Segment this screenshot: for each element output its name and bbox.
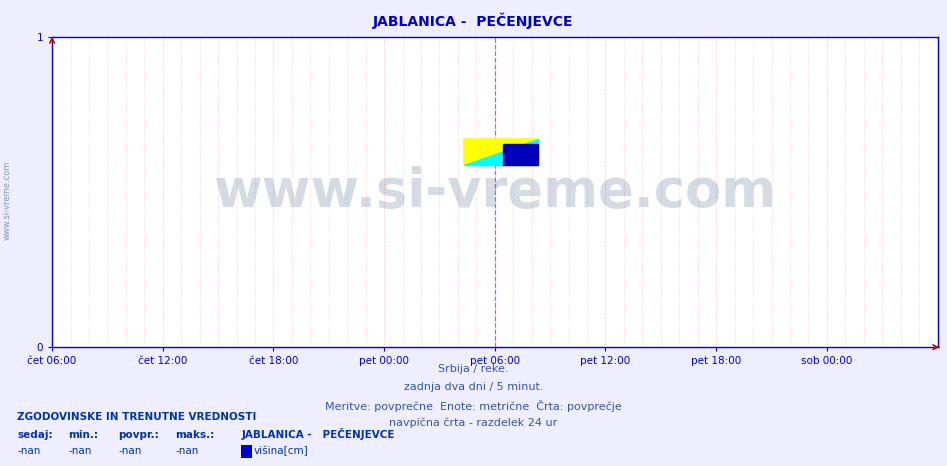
Text: min.:: min.:: [68, 430, 98, 440]
Text: -nan: -nan: [68, 446, 92, 456]
Text: www.si-vreme.com: www.si-vreme.com: [3, 161, 12, 240]
Text: višina[cm]: višina[cm]: [254, 446, 309, 456]
Polygon shape: [464, 139, 538, 165]
Text: maks.:: maks.:: [175, 430, 214, 440]
Text: povpr.:: povpr.:: [118, 430, 159, 440]
Text: zadnja dva dni / 5 minut.: zadnja dva dni / 5 minut.: [403, 382, 544, 392]
Polygon shape: [503, 144, 538, 165]
Text: -nan: -nan: [175, 446, 199, 456]
Text: JABLANICA -  PEČENJEVCE: JABLANICA - PEČENJEVCE: [373, 13, 574, 29]
Text: navpična črta - razdelek 24 ur: navpična črta - razdelek 24 ur: [389, 418, 558, 428]
Text: ZGODOVINSKE IN TRENUTNE VREDNOSTI: ZGODOVINSKE IN TRENUTNE VREDNOSTI: [17, 412, 257, 422]
Text: JABLANICA -   PEČENJEVCE: JABLANICA - PEČENJEVCE: [241, 428, 395, 440]
Text: Meritve: povprečne  Enote: metrične  Črta: povprečje: Meritve: povprečne Enote: metrične Črta:…: [325, 400, 622, 412]
Text: www.si-vreme.com: www.si-vreme.com: [213, 166, 777, 218]
Text: Srbija / reke.: Srbija / reke.: [438, 364, 509, 374]
Text: -nan: -nan: [118, 446, 142, 456]
Text: -nan: -nan: [17, 446, 41, 456]
Polygon shape: [464, 139, 538, 165]
Text: sedaj:: sedaj:: [17, 430, 53, 440]
